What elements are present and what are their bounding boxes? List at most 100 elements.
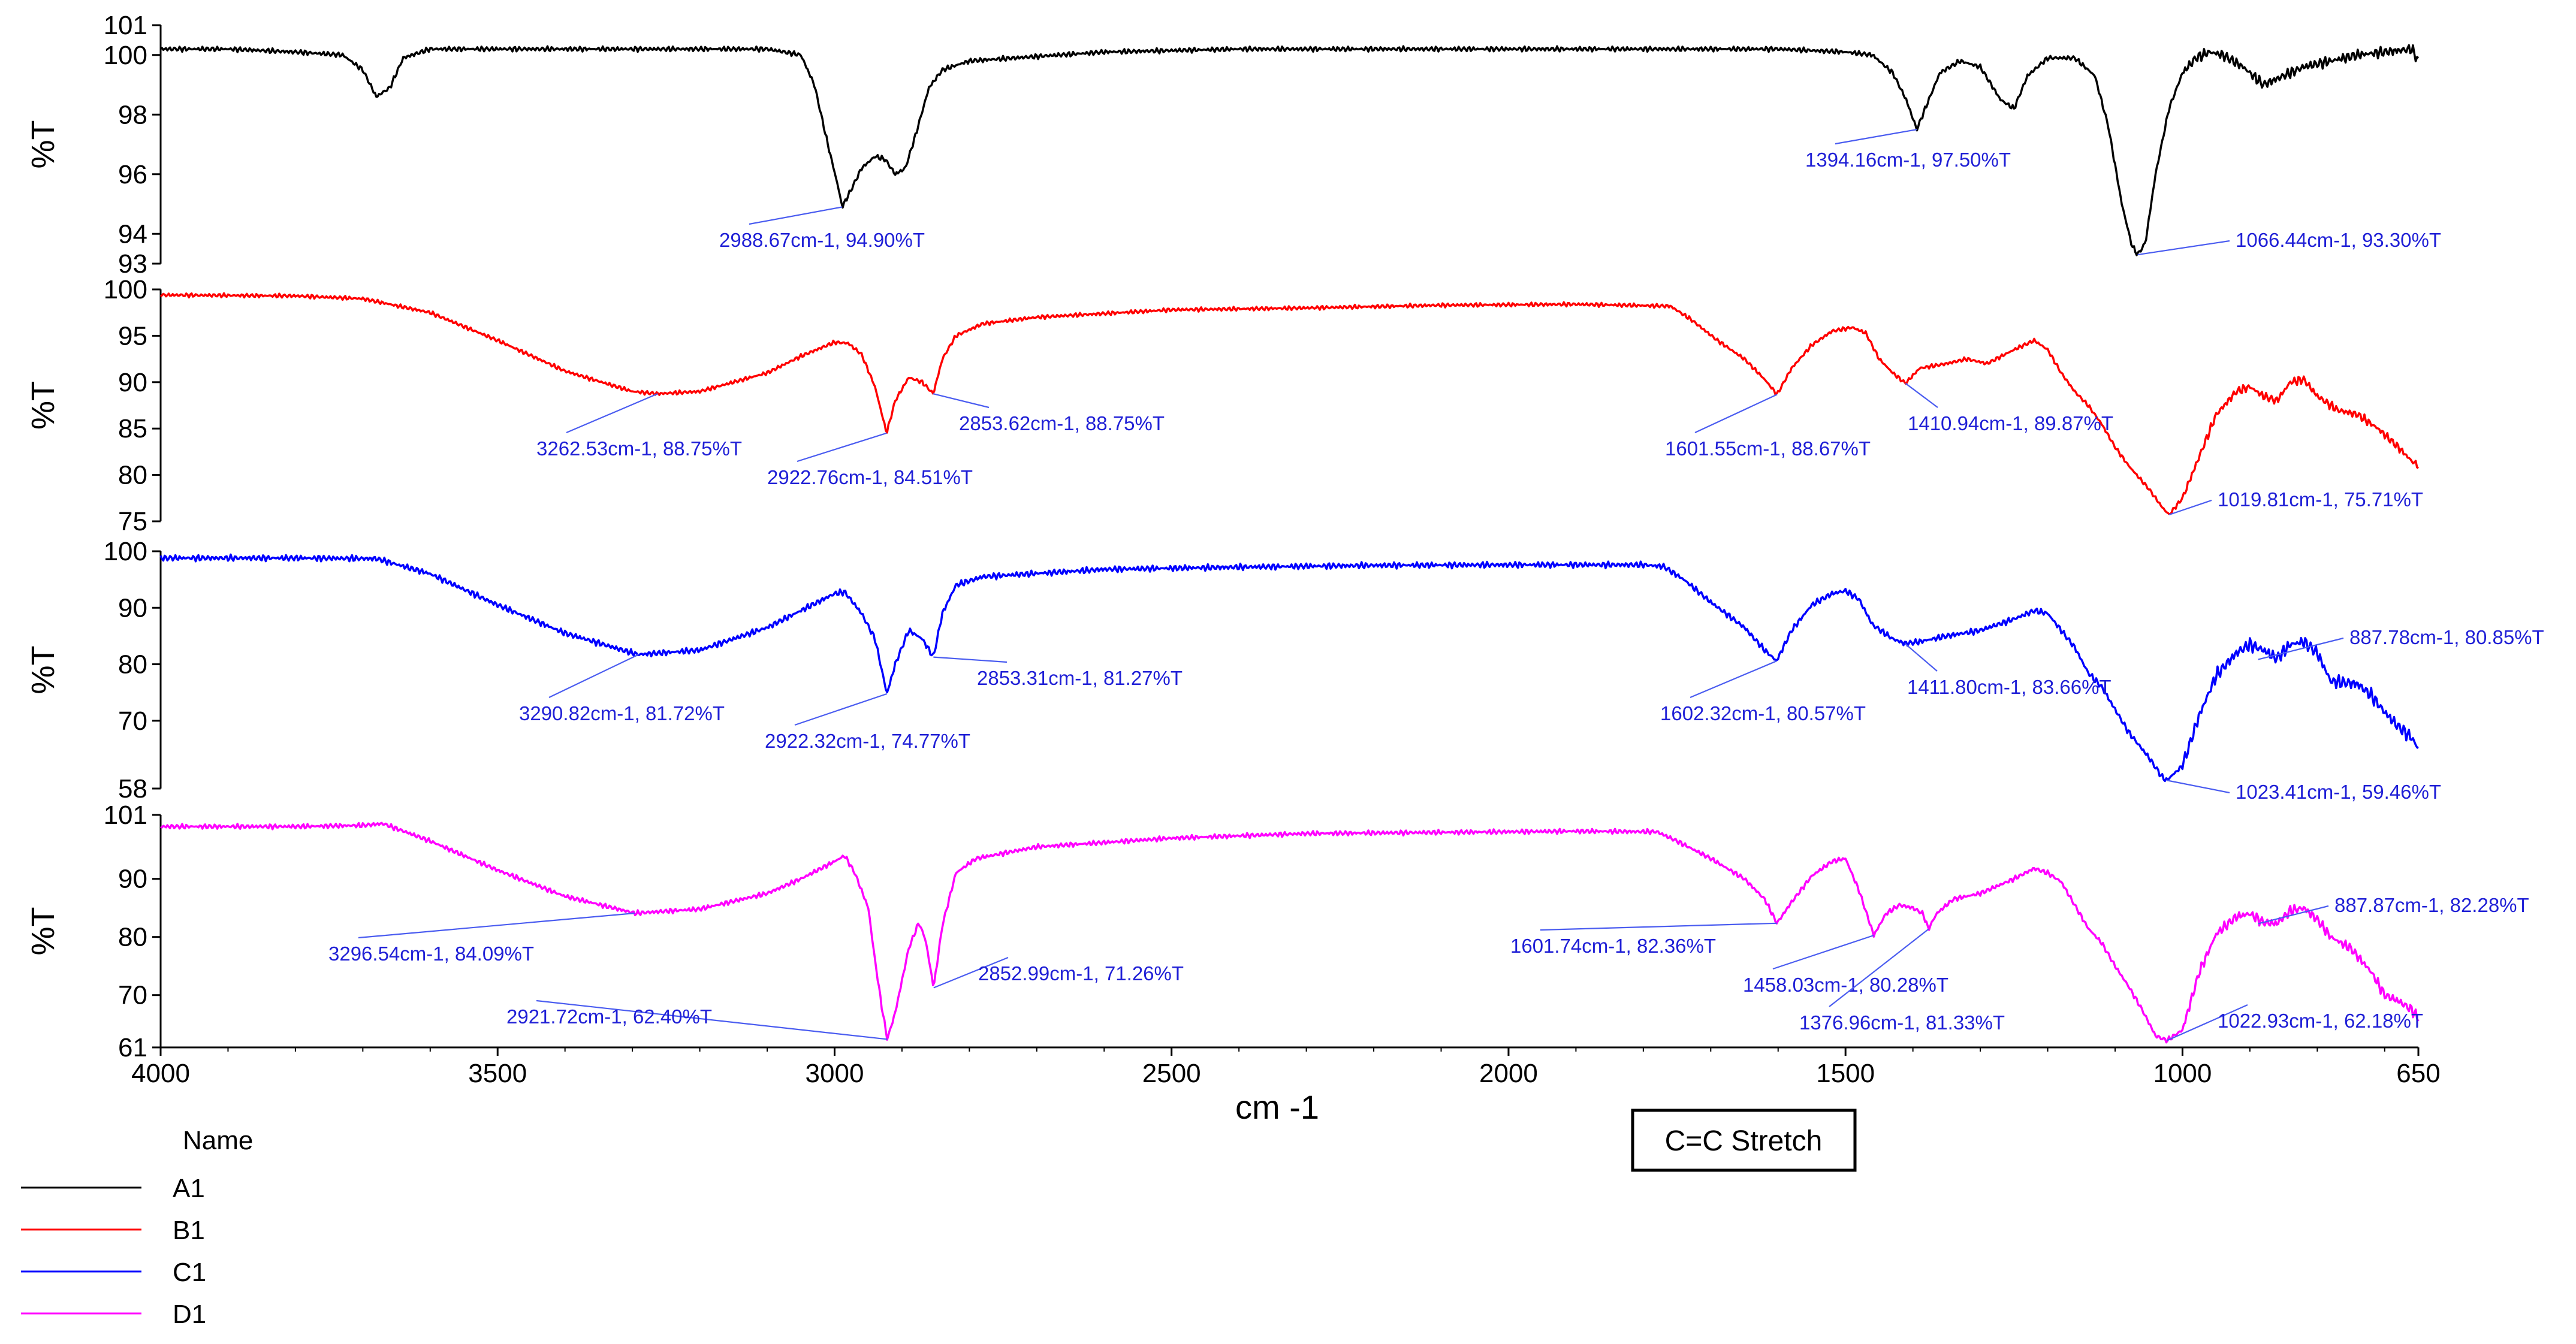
- annotation-label: 1411.80cm-1, 83.66%T: [1907, 676, 2112, 698]
- annotation-label: 887.87cm-1, 82.28%T: [2334, 894, 2529, 916]
- callout-box: C=C Stretch: [1631, 1109, 1857, 1172]
- annotation-label: 1601.74cm-1, 82.36%T: [1510, 935, 1716, 957]
- legend: Name A1 B1 C1 D1: [21, 1126, 253, 1329]
- x-axis: 4000 3500 3000 2500 2000 1500 1000 650 cm -1: [131, 1046, 2441, 1126]
- y-tick-label: 80: [118, 923, 147, 952]
- peak-annotation: 2922.76cm-1, 84.51%T: [767, 432, 973, 488]
- y-axis-label: %T: [25, 907, 61, 956]
- y-tick-label: 101: [104, 801, 147, 830]
- annotation-label: 1458.03cm-1, 80.28%T: [1743, 974, 1948, 996]
- y-axis-label: %T: [25, 120, 61, 169]
- panel-c1: 58 70 80 90 100 %T 3290.82cm-1, 81.72%T 2922.32…: [25, 537, 2544, 804]
- annotation-leader-line: [2258, 905, 2329, 925]
- peak-annotation: 1022.93cm-1, 62.18%T: [2167, 1004, 2423, 1041]
- annotation-leader-line: [2168, 499, 2212, 516]
- legend-label: C1: [173, 1258, 206, 1287]
- annotation-leader-line: [794, 693, 888, 726]
- annotation-leader-line: [566, 393, 658, 434]
- peak-annotation: 1394.16cm-1, 97.50%T: [1805, 129, 2011, 171]
- peak-annotation: 2988.67cm-1, 94.90%T: [719, 206, 925, 251]
- annotation-label: 1066.44cm-1, 93.30%T: [2236, 229, 2441, 251]
- peak-annotation: 1411.80cm-1, 83.66%T: [1904, 643, 2112, 698]
- y-tick-label: 90: [118, 368, 147, 397]
- annotation-label: 1394.16cm-1, 97.50%T: [1805, 149, 2011, 171]
- peak-annotation: 1410.94cm-1, 89.87%T: [1905, 382, 2113, 434]
- legend-item-b1: B1: [21, 1216, 205, 1245]
- annotation-leader-line: [1835, 129, 1917, 145]
- legend-item-a1: A1: [21, 1174, 205, 1203]
- peak-annotation: 2921.72cm-1, 62.40%T: [506, 999, 888, 1040]
- spectrum-line-c1: [159, 553, 2419, 783]
- annotation-leader-line: [2137, 240, 2230, 256]
- legend-label: D1: [173, 1300, 206, 1329]
- legend-item-c1: C1: [21, 1258, 206, 1287]
- peak-annotation: 1602.32cm-1, 80.57%T: [1660, 660, 1866, 724]
- annotation-leader-line: [2166, 780, 2230, 794]
- y-tick-label: 101: [104, 11, 147, 40]
- annotation-leader-line: [1772, 934, 1874, 970]
- annotation-label: 2853.62cm-1, 88.75%T: [959, 412, 1165, 434]
- annotation-leader-line: [1904, 643, 1938, 672]
- annotation-label: 1410.94cm-1, 89.87%T: [1908, 412, 2113, 434]
- x-tick-label: 1500: [1816, 1059, 1875, 1088]
- annotation-label: 2922.32cm-1, 74.77%T: [765, 730, 970, 752]
- peak-annotation: 2922.32cm-1, 74.77%T: [765, 693, 970, 752]
- x-tick-label: 2000: [1479, 1059, 1538, 1088]
- annotation-leader-line: [2258, 637, 2344, 660]
- legend-label: A1: [173, 1174, 205, 1203]
- annotation-leader-line: [2167, 1004, 2248, 1041]
- annotation-label: 3262.53cm-1, 88.75%T: [536, 437, 742, 460]
- peak-annotation: 3290.82cm-1, 81.72%T: [519, 654, 725, 724]
- y-tick-label: 70: [118, 981, 147, 1010]
- y-tick-label: 75: [118, 507, 147, 536]
- annotation-label: 1019.81cm-1, 75.71%T: [2218, 488, 2423, 511]
- peak-annotation: 3296.54cm-1, 84.09%T: [328, 912, 635, 965]
- legend-item-d1: D1: [21, 1300, 206, 1329]
- y-axis-label: %T: [25, 381, 61, 430]
- peak-annotation: 2853.31cm-1, 81.27%T: [933, 656, 1183, 689]
- x-tick-label: 3000: [806, 1059, 864, 1088]
- y-tick-label: 95: [118, 321, 147, 351]
- y-tick-label: 90: [118, 865, 147, 894]
- annotation-label: 2852.99cm-1, 71.26%T: [978, 962, 1184, 984]
- annotation-leader-line: [933, 393, 990, 409]
- x-tick-label: 650: [2396, 1059, 2440, 1088]
- y-tick-label: 100: [104, 537, 147, 566]
- annotation-leader-line: [933, 656, 1008, 663]
- legend-label: B1: [173, 1216, 205, 1245]
- annotation-label: 1376.96cm-1, 81.33%T: [1799, 1011, 2005, 1034]
- peak-annotation: 887.87cm-1, 82.28%T: [2258, 894, 2529, 925]
- x-tick-label: 2500: [1142, 1059, 1201, 1088]
- peak-annotation: 1601.74cm-1, 82.36%T: [1510, 922, 1777, 957]
- annotation-label: 1602.32cm-1, 80.57%T: [1660, 702, 1866, 724]
- x-axis-label: cm -1: [1235, 1088, 1319, 1126]
- peak-annotation: 1376.96cm-1, 81.33%T: [1799, 928, 2005, 1034]
- spectrum-line-d1: [160, 821, 2420, 1044]
- annotation-leader-line: [797, 432, 887, 463]
- panel-d1: 61 70 80 90 101 %T 3296.54cm-1, 84.09%T 2921.72…: [25, 801, 2529, 1062]
- annotation-leader-line: [1540, 922, 1777, 931]
- y-tick-label: 100: [104, 275, 147, 304]
- annotation-label: 887.78cm-1, 80.85%T: [2349, 626, 2544, 648]
- spectrum-line-b1: [159, 292, 2419, 515]
- annotation-leader-line: [1829, 928, 1929, 1007]
- annotation-leader-line: [933, 956, 1009, 989]
- y-tick-label: 94: [118, 219, 147, 249]
- annotation-leader-line: [1905, 382, 1938, 408]
- annotation-leader-line: [536, 999, 888, 1040]
- legend-title: Name: [183, 1126, 253, 1155]
- y-tick-label: 96: [118, 160, 147, 189]
- y-axis-label: %T: [25, 646, 61, 694]
- annotation-label: 3296.54cm-1, 84.09%T: [328, 943, 534, 965]
- x-tick-label: 1000: [2153, 1059, 2212, 1088]
- peak-annotation: 1023.41cm-1, 59.46%T: [2166, 780, 2441, 803]
- callout-box-frame: [1631, 1109, 1857, 1172]
- peak-annotation: 3262.53cm-1, 88.75%T: [536, 393, 742, 460]
- y-tick-label: 80: [118, 650, 147, 679]
- x-tick-label: 4000: [131, 1059, 190, 1088]
- spectrum-line-a1: [159, 44, 2420, 256]
- y-tick-label: 98: [118, 100, 147, 129]
- peak-annotation: 2853.62cm-1, 88.75%T: [933, 393, 1165, 434]
